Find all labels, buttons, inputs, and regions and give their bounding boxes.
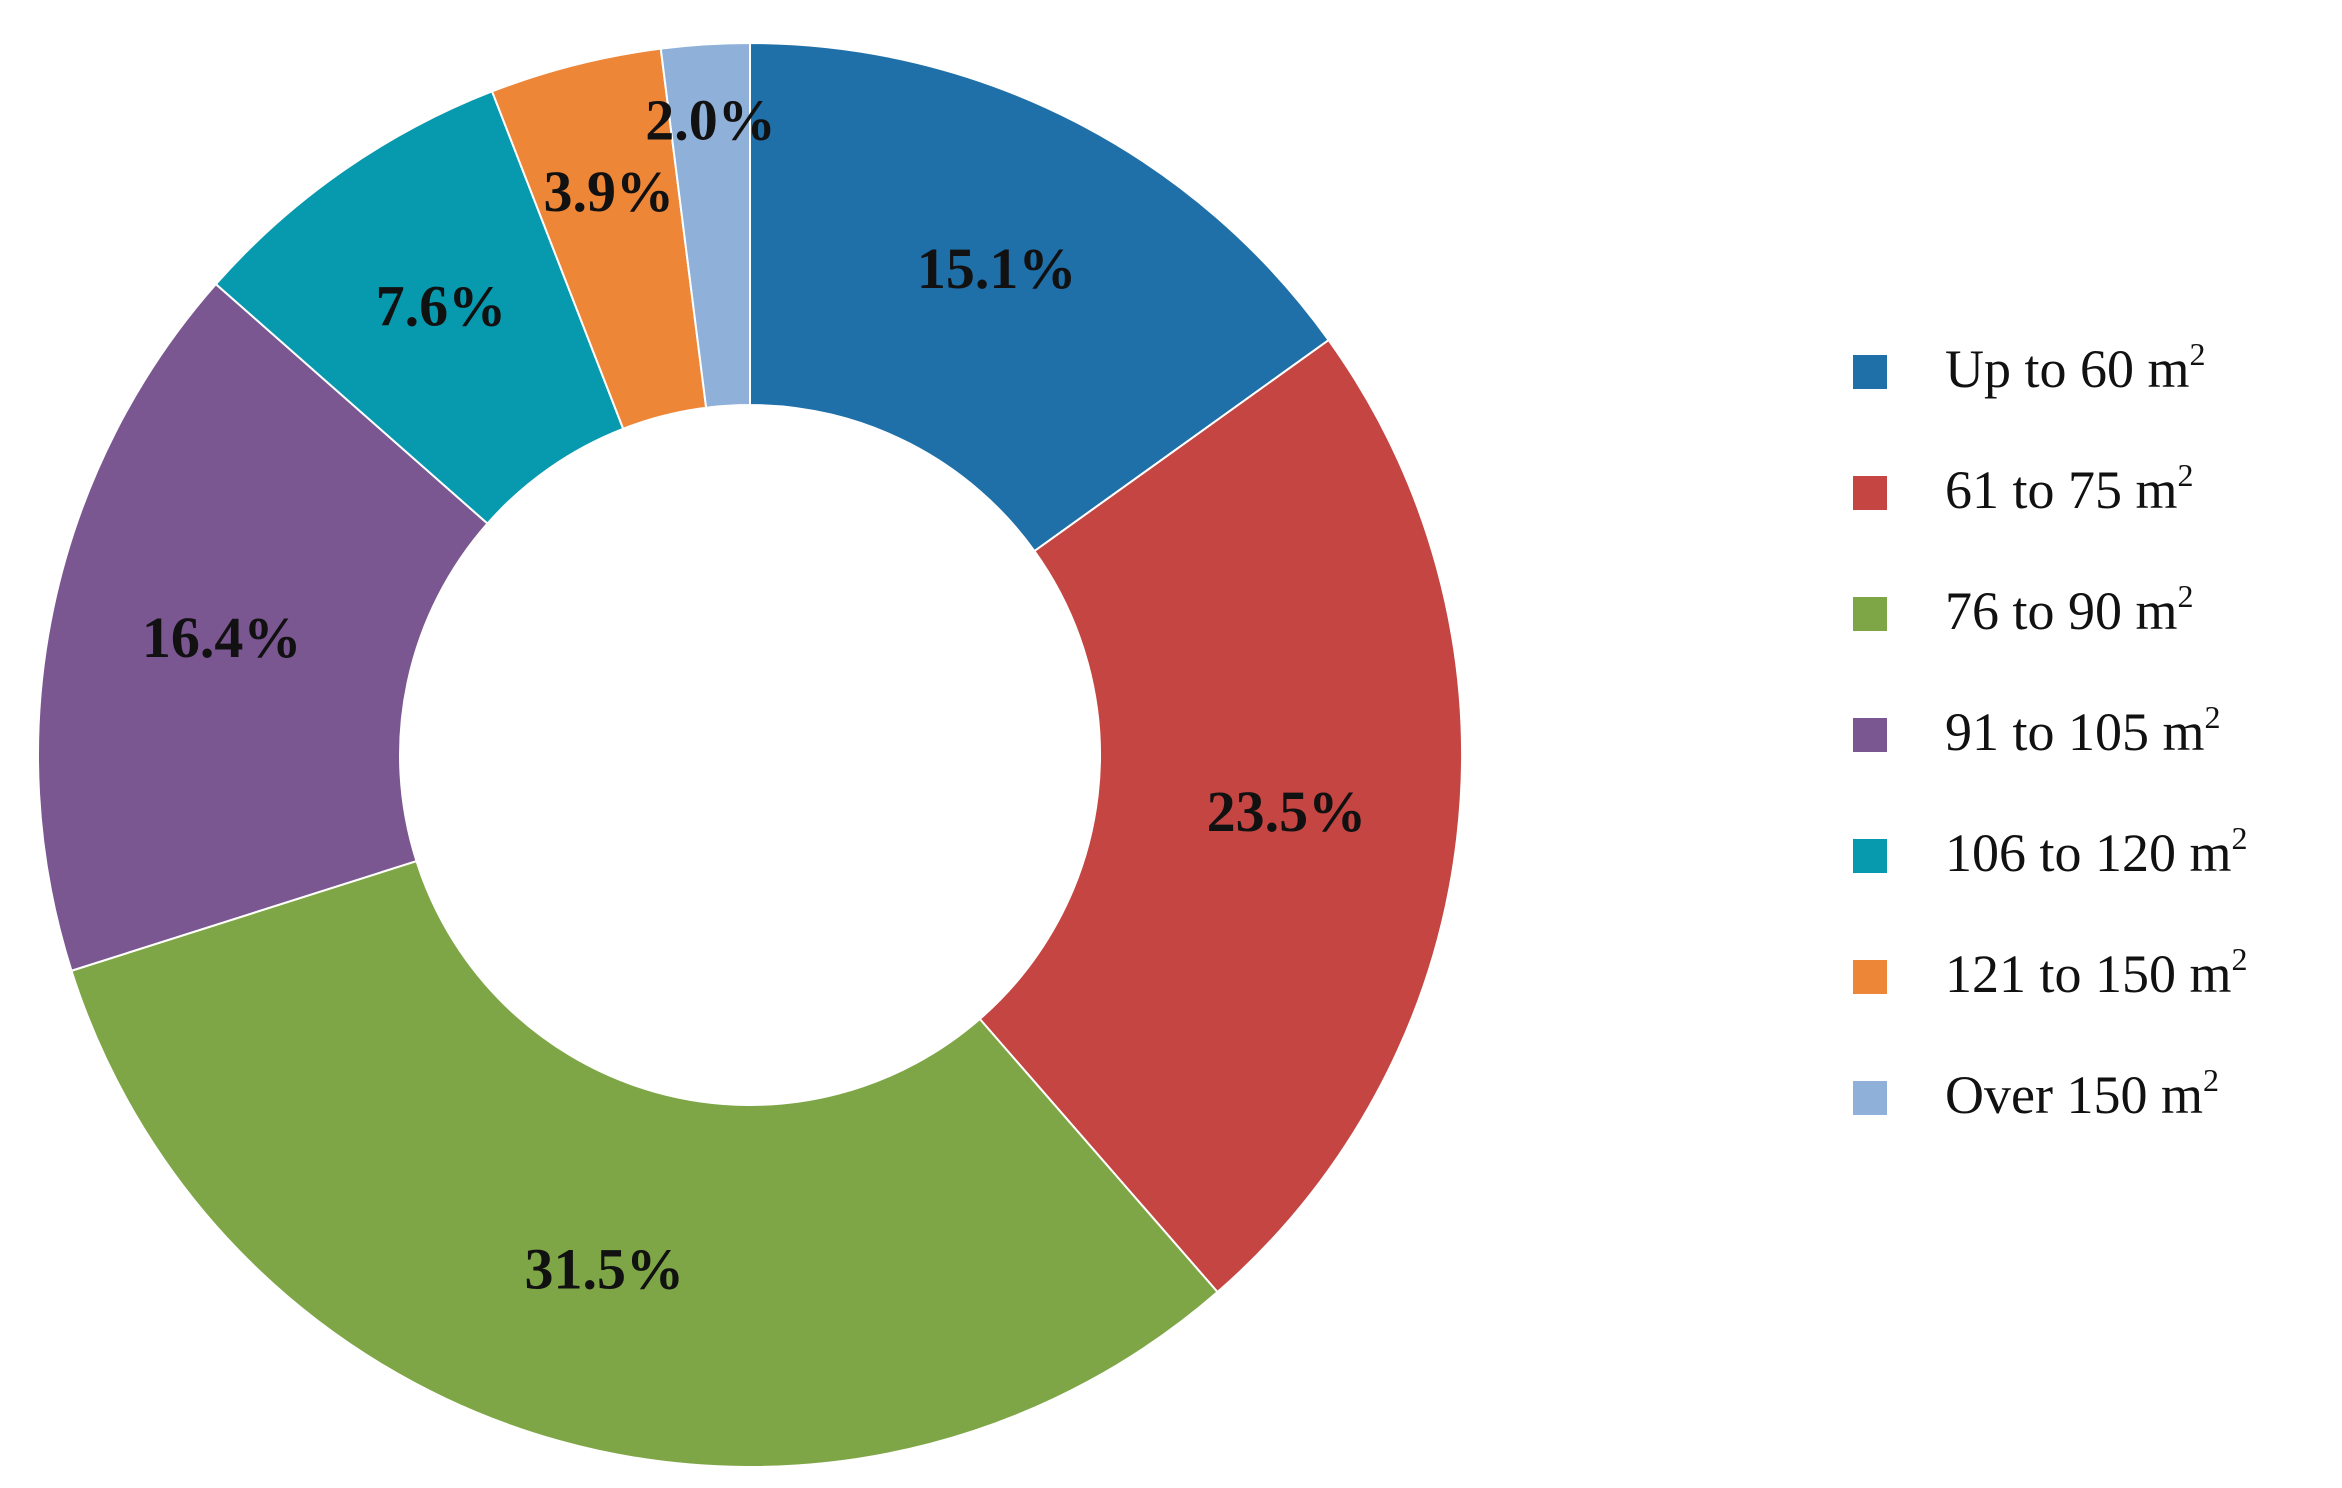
donut-slice-1 — [749, 41, 1331, 553]
slice-labels: 15.1% 23.5% 31.5% 16.4% 7.6% 3.9%2.0% — [142, 88, 1366, 1302]
legend-label: Over 150 m2 — [1945, 1062, 2219, 1125]
legend-label: 61 to 75 m2 — [1945, 457, 2194, 520]
legend-swatch — [1853, 960, 1887, 994]
legend-swatch — [1853, 718, 1887, 752]
legend-swatch — [1853, 1081, 1887, 1115]
legend-label: 91 to 105 m2 — [1945, 699, 2221, 762]
slice-label-2: 23.5% — [1207, 779, 1367, 844]
legend-swatch — [1853, 355, 1887, 389]
donut-slices — [37, 41, 1463, 1468]
legend-item-1: Up to 60 m2 — [1853, 336, 2206, 399]
legend-item-3: 76 to 90 m2 — [1853, 578, 2194, 641]
legend-label: 106 to 120 m2 — [1945, 820, 2248, 883]
legend-label: 121 to 150 m2 — [1945, 941, 2248, 1004]
donut-slice-2 — [978, 338, 1463, 1294]
slice-label-6: 3.9% — [544, 159, 675, 224]
donut-slice-5 — [214, 90, 625, 525]
slice-label-1: 15.1% — [917, 236, 1077, 301]
legend-swatch — [1853, 476, 1887, 510]
donut-slice-4 — [37, 282, 489, 973]
legend-swatch — [1853, 839, 1887, 873]
slice-label-4: 16.4% — [142, 605, 302, 670]
legend-label: 76 to 90 m2 — [1945, 578, 2194, 641]
chart-legend: Up to 60 m2 61 to 75 m2 76 to 90 m2 91 to 1… — [1853, 336, 2248, 1125]
donut-slice-7 — [659, 41, 751, 409]
legend-item-2: 61 to 75 m2 — [1853, 457, 2194, 520]
legend-item-7: Over 150 m2 — [1853, 1062, 2219, 1125]
donut-slice-3 — [70, 859, 1219, 1468]
legend-item-5: 106 to 120 m2 — [1853, 820, 2248, 883]
legend-item-6: 121 to 150 m2 — [1853, 941, 2248, 1004]
legend-swatch — [1853, 597, 1887, 631]
legend-item-4: 91 to 105 m2 — [1853, 699, 2221, 762]
slice-label-3: 31.5% — [524, 1236, 684, 1301]
legend-label: Up to 60 m2 — [1945, 336, 2206, 399]
slice-label-5: 7.6% — [376, 274, 507, 339]
slice-label-7: 2.0% — [645, 88, 776, 153]
